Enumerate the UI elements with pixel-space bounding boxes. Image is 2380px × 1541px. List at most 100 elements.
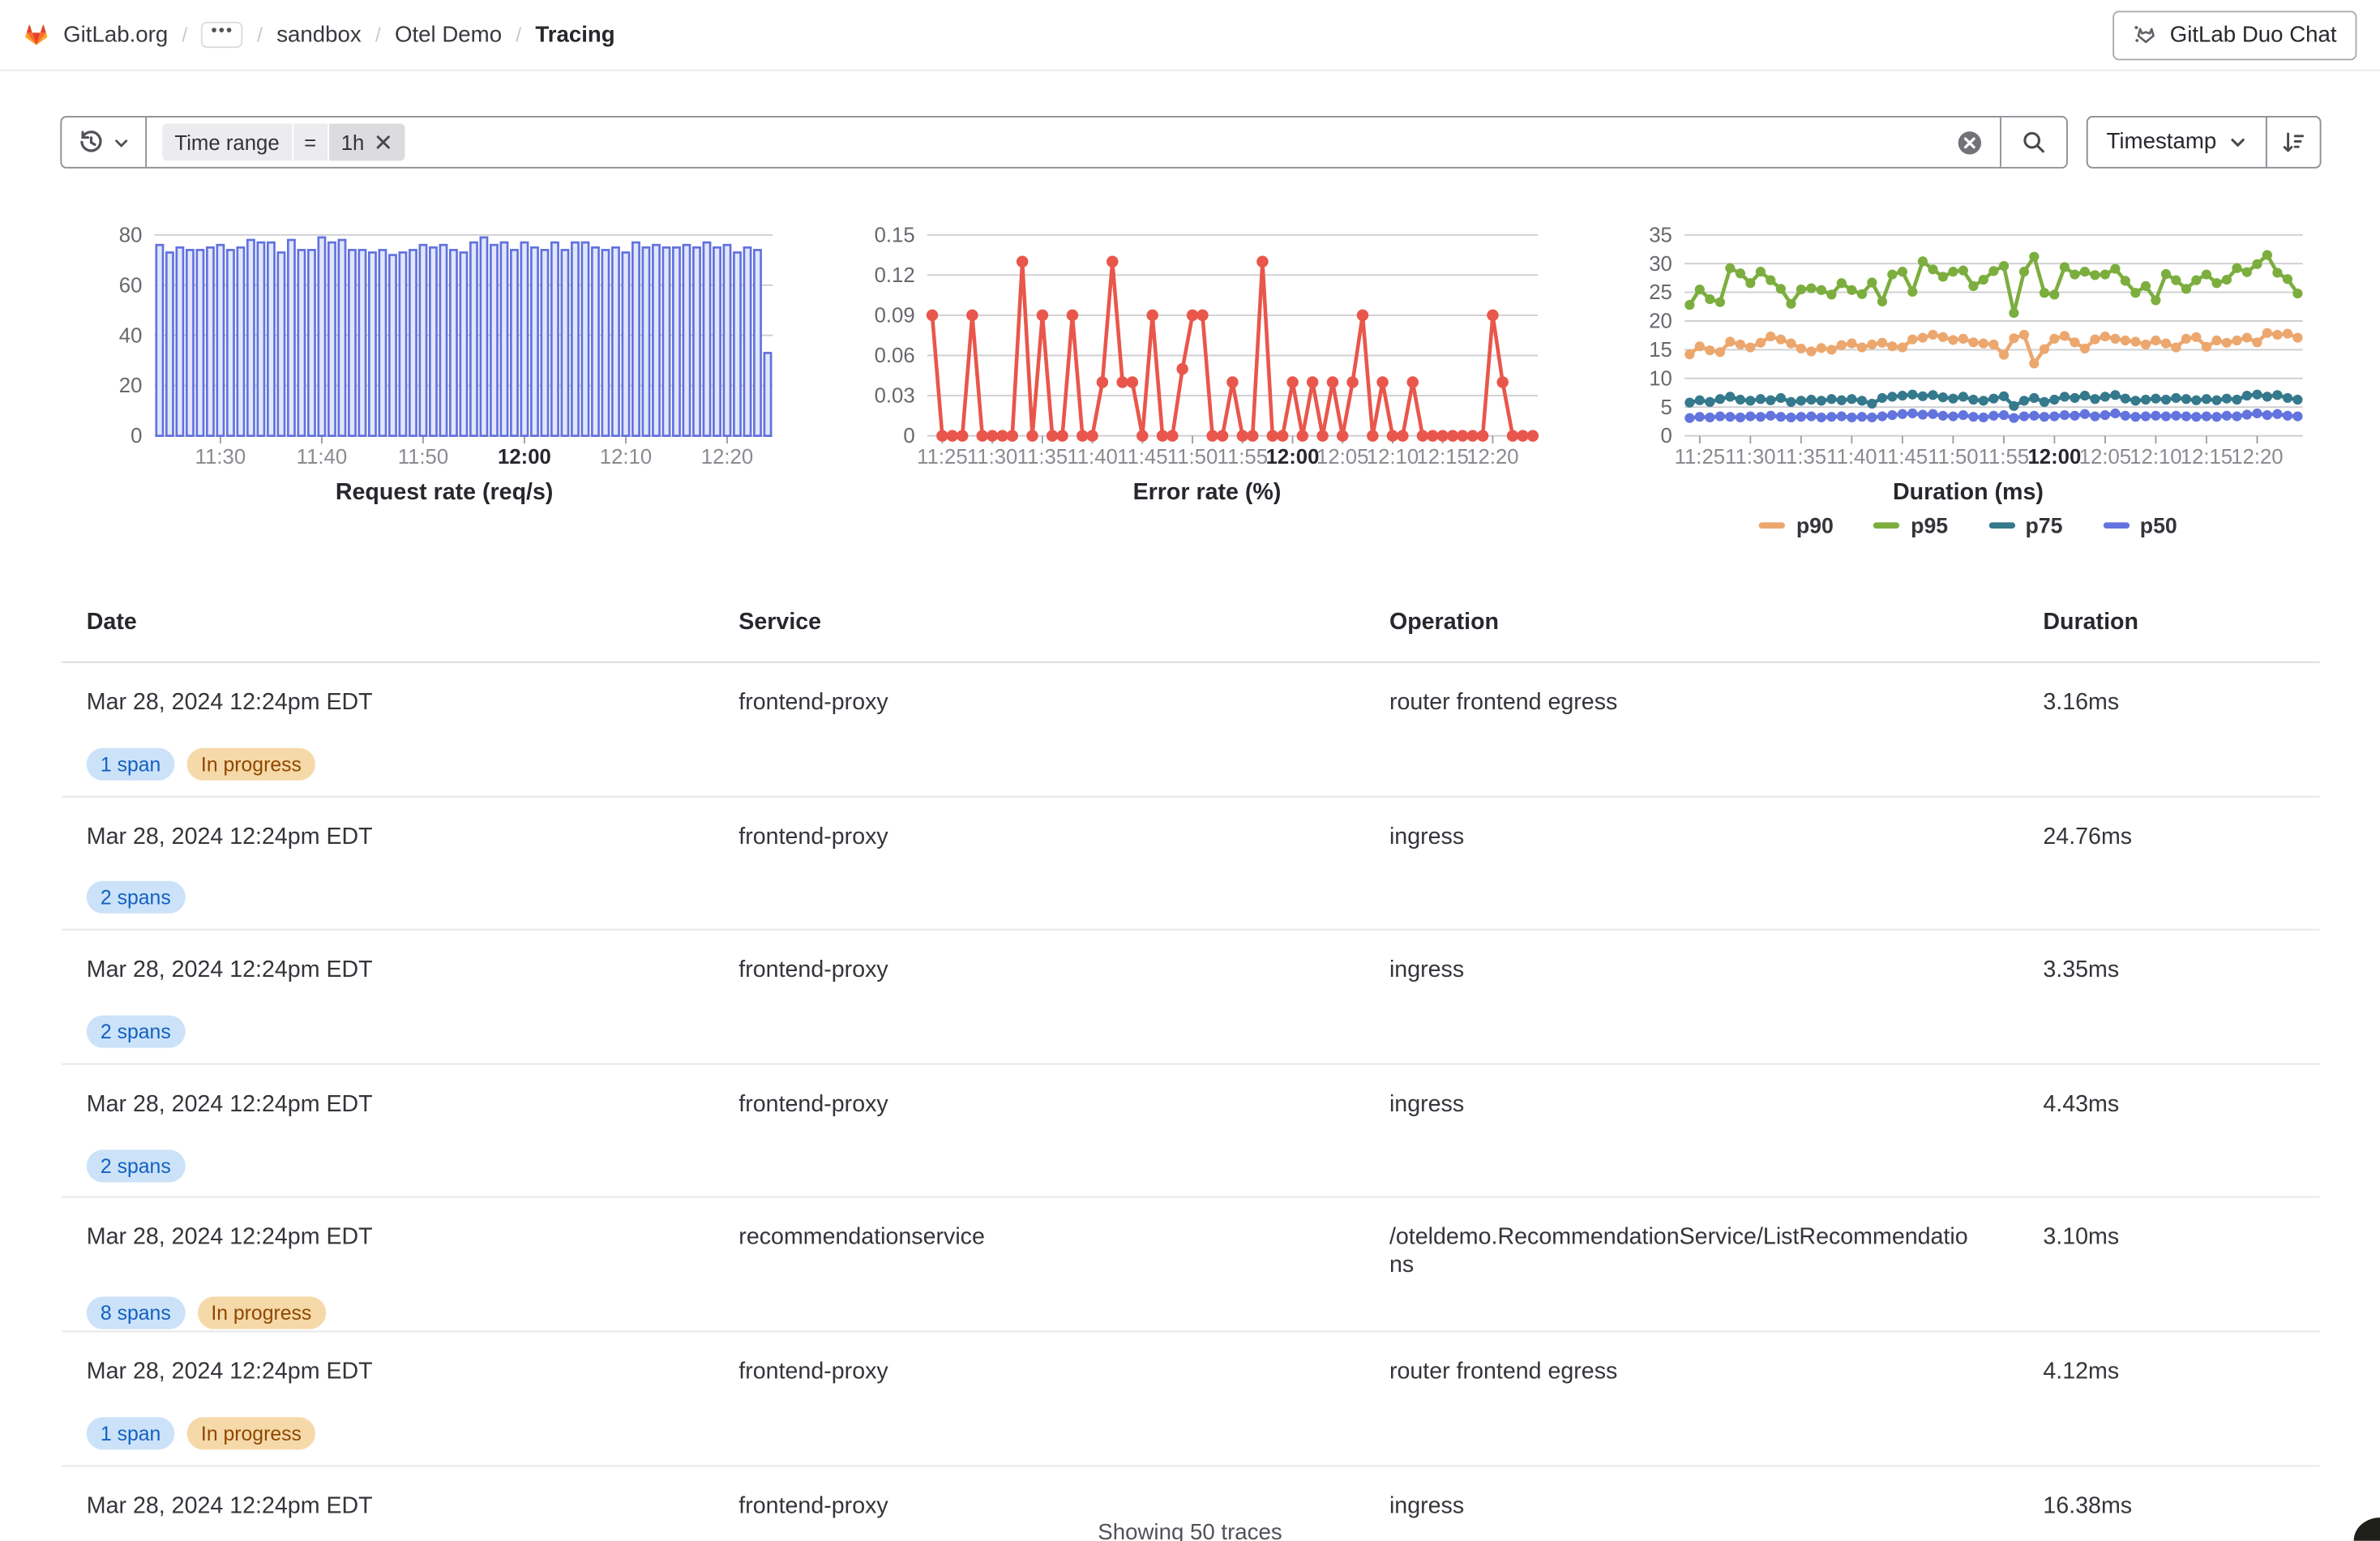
table-row[interactable]: Mar 28, 2024 12:24pm EDT frontend-proxy ro… bbox=[62, 1332, 2320, 1466]
span-count-badge: 8 spans bbox=[86, 1296, 185, 1329]
table-row[interactable]: Mar 28, 2024 12:24pm EDT frontend-proxy in… bbox=[62, 931, 2320, 1065]
trace-service: recommendationservice bbox=[738, 1224, 985, 1252]
span-count-badge: 1 span bbox=[86, 747, 175, 781]
svg-text:11:35: 11:35 bbox=[1776, 446, 1826, 469]
gitlab-logo-icon[interactable] bbox=[24, 22, 49, 48]
search-history-button[interactable] bbox=[62, 117, 148, 167]
svg-text:12:00: 12:00 bbox=[498, 446, 551, 469]
filter-token-area[interactable]: Time range = 1h bbox=[147, 118, 1957, 167]
svg-text:11:55: 11:55 bbox=[1218, 446, 1268, 469]
trace-service: frontend-proxy bbox=[738, 957, 888, 983]
traces-count-footer: Showing 50 traces bbox=[1098, 1520, 1282, 1541]
sort-field-dropdown[interactable]: Timestamp bbox=[2088, 117, 2268, 167]
clear-search-button[interactable] bbox=[1957, 118, 1983, 167]
request-rate-chart: 0 20 40 60 80 11:30 11:40 11:50 12:00 12:10 12:20 … bbox=[92, 213, 795, 541]
duo-chat-label: GitLab Duo Chat bbox=[2169, 22, 2337, 48]
svg-text:20: 20 bbox=[119, 375, 143, 397]
span-count-badge: 2 spans bbox=[86, 881, 185, 914]
filter-token-value[interactable]: 1h bbox=[328, 123, 405, 161]
trace-operation: ingress bbox=[1389, 1090, 1465, 1117]
trace-service: frontend-proxy bbox=[738, 823, 888, 850]
traces-table-body: Mar 28, 2024 12:24pm EDT frontend-proxy ro… bbox=[62, 663, 2320, 1541]
trace-duration: 3.16ms bbox=[2043, 689, 2120, 716]
trace-operation: ingress bbox=[1389, 957, 1465, 983]
trace-service: frontend-proxy bbox=[738, 689, 888, 716]
filter-token-field[interactable]: Time range bbox=[162, 123, 292, 161]
trace-duration: 24.76ms bbox=[2043, 823, 2133, 850]
search-submit-button[interactable] bbox=[2000, 117, 2066, 167]
filter-token-time-range[interactable]: Time range = 1h bbox=[162, 123, 405, 161]
gitlab-duo-chat-button[interactable]: GitLab Duo Chat bbox=[2112, 10, 2357, 60]
trace-duration: 3.10ms bbox=[2043, 1224, 2120, 1252]
breadcrumb-item-gitlab-org[interactable]: GitLab.org bbox=[63, 22, 169, 48]
error-rate-chart-title: Error rate (%) bbox=[1132, 479, 1282, 506]
trace-badges: 2 spans bbox=[86, 1015, 739, 1064]
trace-service: frontend-proxy bbox=[738, 1492, 888, 1519]
trace-badges: 8 spans In progress bbox=[86, 1296, 739, 1331]
svg-text:60: 60 bbox=[119, 274, 143, 297]
token-remove-icon[interactable] bbox=[374, 133, 392, 152]
trace-operation: ingress bbox=[1389, 823, 1465, 850]
table-row[interactable]: Mar 28, 2024 12:24pm EDT frontend-proxy ro… bbox=[62, 663, 2320, 797]
duration-chart: 0 5 10 15 20 25 30 35 11:25 11:30 11:35 11:40 11:45 1… bbox=[1616, 213, 2319, 541]
svg-text:12:15: 12:15 bbox=[1416, 446, 1468, 469]
trace-duration: 3.35ms bbox=[2043, 957, 2120, 983]
column-header-service: Service bbox=[738, 609, 822, 636]
svg-text:11:30: 11:30 bbox=[967, 446, 1017, 469]
trace-badges: 2 spans bbox=[86, 1149, 739, 1197]
chevron-down-icon bbox=[2229, 133, 2248, 152]
duration-chart-legend: p90 p95 p75 p50 bbox=[1616, 513, 2319, 537]
breadcrumb-separator: / bbox=[257, 23, 263, 47]
svg-text:40: 40 bbox=[119, 324, 143, 347]
breadcrumb-item-sandbox[interactable]: sandbox bbox=[276, 22, 362, 48]
svg-text:11:40: 11:40 bbox=[297, 446, 347, 469]
breadcrumb-item-otel-demo[interactable]: Otel Demo bbox=[394, 22, 503, 48]
svg-text:11:50: 11:50 bbox=[398, 446, 448, 469]
trace-date: Mar 28, 2024 12:24pm EDT bbox=[86, 1090, 373, 1117]
table-row[interactable]: Mar 28, 2024 12:24pm EDT frontend-proxy in… bbox=[62, 1466, 2319, 1541]
history-icon bbox=[77, 128, 105, 156]
legend-item-p95[interactable]: p95 bbox=[1873, 513, 1948, 537]
trace-badges: 2 spans bbox=[86, 881, 739, 929]
sort-descending-icon bbox=[2281, 130, 2306, 155]
svg-text:35: 35 bbox=[1649, 224, 1672, 246]
span-count-badge: 2 spans bbox=[86, 1149, 185, 1182]
svg-text:5: 5 bbox=[1661, 396, 1672, 419]
table-row[interactable]: Mar 28, 2024 12:24pm EDT recommendationse… bbox=[62, 1198, 2320, 1333]
error-rate-plot: 0 0.03 0.06 0.09 0.12 0.15 11:25 11:30 11:35 11:4… bbox=[859, 213, 1555, 476]
svg-text:0: 0 bbox=[131, 425, 142, 447]
table-row[interactable]: Mar 28, 2024 12:24pm EDT frontend-proxy in… bbox=[62, 1064, 2320, 1199]
trace-duration: 4.12ms bbox=[2043, 1358, 2120, 1385]
svg-text:12:20: 12:20 bbox=[2231, 446, 2283, 469]
svg-text:0.12: 0.12 bbox=[875, 264, 915, 287]
svg-text:12:10: 12:10 bbox=[1367, 446, 1419, 469]
trace-badges: 1 span In progress bbox=[86, 1416, 739, 1465]
svg-text:80: 80 bbox=[119, 224, 143, 246]
span-count-badge: 2 spans bbox=[86, 1015, 185, 1048]
svg-text:12:10: 12:10 bbox=[600, 446, 652, 469]
trace-operation: ingress bbox=[1389, 1492, 1465, 1519]
breadcrumb-ellipsis-button[interactable]: ••• bbox=[201, 21, 243, 49]
svg-text:11:30: 11:30 bbox=[1725, 446, 1775, 469]
filtered-search-bar: Time range = 1h bbox=[60, 115, 2068, 169]
sort-direction-button[interactable] bbox=[2267, 118, 2320, 167]
svg-text:12:20: 12:20 bbox=[701, 446, 753, 469]
duration-plot: 0 5 10 15 20 25 30 35 11:25 11:30 11:35 11:40 11:45 1… bbox=[1616, 213, 2319, 476]
svg-text:11:35: 11:35 bbox=[1017, 446, 1068, 469]
in-progress-badge: In progress bbox=[186, 1416, 316, 1449]
svg-text:11:40: 11:40 bbox=[1067, 446, 1117, 469]
filter-token-operator[interactable]: = bbox=[293, 123, 327, 161]
error-rate-chart: 0 0.03 0.06 0.09 0.12 0.15 11:25 11:30 11:35 11:4… bbox=[859, 213, 1555, 541]
legend-swatch-p95 bbox=[1873, 522, 1900, 529]
trace-date: Mar 28, 2024 12:24pm EDT bbox=[86, 1358, 373, 1385]
svg-text:11:45: 11:45 bbox=[1877, 446, 1928, 469]
svg-text:20: 20 bbox=[1649, 310, 1672, 333]
table-row[interactable]: Mar 28, 2024 12:24pm EDT frontend-proxy in… bbox=[62, 797, 2320, 931]
svg-text:11:40: 11:40 bbox=[1826, 446, 1877, 469]
legend-item-p90[interactable]: p90 bbox=[1759, 513, 1834, 537]
trace-duration: 4.43ms bbox=[2043, 1090, 2120, 1117]
legend-item-p50[interactable]: p50 bbox=[2103, 513, 2177, 537]
trace-duration: 16.38ms bbox=[2043, 1492, 2133, 1519]
traces-table: Date Service Operation Duration Mar 28, 202… bbox=[62, 587, 2320, 1541]
legend-item-p75[interactable]: p75 bbox=[1988, 513, 2062, 537]
